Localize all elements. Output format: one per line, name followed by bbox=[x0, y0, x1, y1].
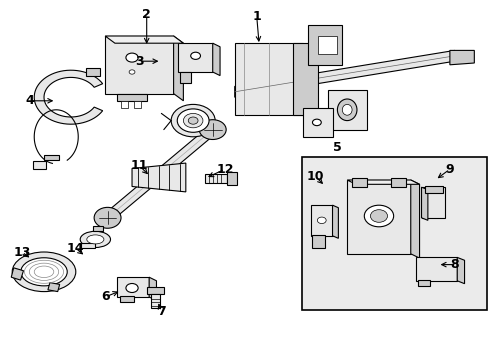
Text: 5: 5 bbox=[332, 141, 341, 154]
Polygon shape bbox=[33, 161, 46, 169]
Text: 9: 9 bbox=[445, 163, 453, 176]
Polygon shape bbox=[93, 226, 102, 231]
Polygon shape bbox=[132, 163, 185, 192]
Text: 12: 12 bbox=[216, 163, 233, 176]
Polygon shape bbox=[85, 68, 100, 76]
Polygon shape bbox=[351, 178, 366, 187]
Ellipse shape bbox=[364, 205, 393, 227]
Polygon shape bbox=[146, 287, 164, 294]
Text: 4: 4 bbox=[25, 94, 34, 107]
Ellipse shape bbox=[126, 53, 138, 62]
Polygon shape bbox=[410, 180, 419, 258]
Polygon shape bbox=[234, 50, 454, 97]
Ellipse shape bbox=[199, 120, 225, 139]
Polygon shape bbox=[205, 174, 227, 183]
Polygon shape bbox=[303, 108, 332, 137]
Ellipse shape bbox=[171, 104, 215, 137]
Polygon shape bbox=[390, 178, 405, 187]
Ellipse shape bbox=[317, 217, 325, 224]
Text: 6: 6 bbox=[101, 291, 109, 303]
Polygon shape bbox=[11, 268, 23, 280]
Text: 7: 7 bbox=[157, 305, 165, 318]
Polygon shape bbox=[317, 36, 337, 54]
Ellipse shape bbox=[80, 231, 110, 248]
Ellipse shape bbox=[126, 284, 138, 292]
Text: 8: 8 bbox=[449, 258, 458, 271]
Polygon shape bbox=[105, 36, 173, 94]
Polygon shape bbox=[449, 50, 473, 65]
Polygon shape bbox=[425, 186, 442, 193]
Ellipse shape bbox=[183, 113, 203, 128]
Ellipse shape bbox=[177, 109, 208, 132]
Text: 1: 1 bbox=[252, 10, 261, 23]
Polygon shape bbox=[121, 101, 128, 108]
Polygon shape bbox=[120, 296, 134, 302]
Polygon shape bbox=[212, 43, 220, 76]
Polygon shape bbox=[346, 180, 419, 184]
Polygon shape bbox=[417, 280, 429, 286]
Polygon shape bbox=[310, 205, 332, 236]
Polygon shape bbox=[332, 205, 338, 238]
Polygon shape bbox=[226, 172, 237, 185]
Polygon shape bbox=[421, 187, 444, 218]
Polygon shape bbox=[48, 283, 60, 292]
Ellipse shape bbox=[190, 52, 200, 59]
Text: 10: 10 bbox=[306, 170, 324, 183]
Polygon shape bbox=[105, 36, 183, 43]
Text: 2: 2 bbox=[142, 8, 151, 21]
Ellipse shape bbox=[87, 235, 104, 244]
Polygon shape bbox=[44, 155, 59, 160]
Ellipse shape bbox=[94, 207, 121, 228]
Ellipse shape bbox=[129, 70, 135, 74]
Polygon shape bbox=[327, 90, 366, 130]
Polygon shape bbox=[134, 101, 141, 108]
Ellipse shape bbox=[312, 119, 321, 126]
Ellipse shape bbox=[342, 104, 351, 115]
Polygon shape bbox=[103, 127, 217, 221]
Polygon shape bbox=[149, 277, 156, 301]
Polygon shape bbox=[178, 43, 212, 72]
Polygon shape bbox=[421, 187, 427, 220]
Polygon shape bbox=[311, 235, 325, 248]
Polygon shape bbox=[415, 257, 456, 281]
Bar bbox=[302, 157, 486, 310]
Text: 14: 14 bbox=[67, 242, 84, 255]
Text: 11: 11 bbox=[130, 159, 148, 172]
Polygon shape bbox=[173, 36, 183, 101]
Polygon shape bbox=[117, 94, 146, 101]
Text: 3: 3 bbox=[135, 55, 143, 68]
Polygon shape bbox=[150, 294, 160, 308]
Polygon shape bbox=[346, 180, 410, 254]
Polygon shape bbox=[234, 43, 303, 115]
Ellipse shape bbox=[188, 117, 198, 124]
Ellipse shape bbox=[20, 258, 67, 286]
Polygon shape bbox=[307, 25, 342, 65]
Polygon shape bbox=[180, 72, 190, 83]
Polygon shape bbox=[81, 243, 95, 248]
Text: 13: 13 bbox=[13, 246, 31, 258]
Ellipse shape bbox=[12, 252, 76, 292]
Polygon shape bbox=[456, 257, 464, 284]
Ellipse shape bbox=[370, 210, 386, 222]
Polygon shape bbox=[293, 43, 317, 115]
Polygon shape bbox=[117, 277, 149, 297]
Ellipse shape bbox=[337, 99, 356, 121]
Polygon shape bbox=[34, 70, 102, 124]
